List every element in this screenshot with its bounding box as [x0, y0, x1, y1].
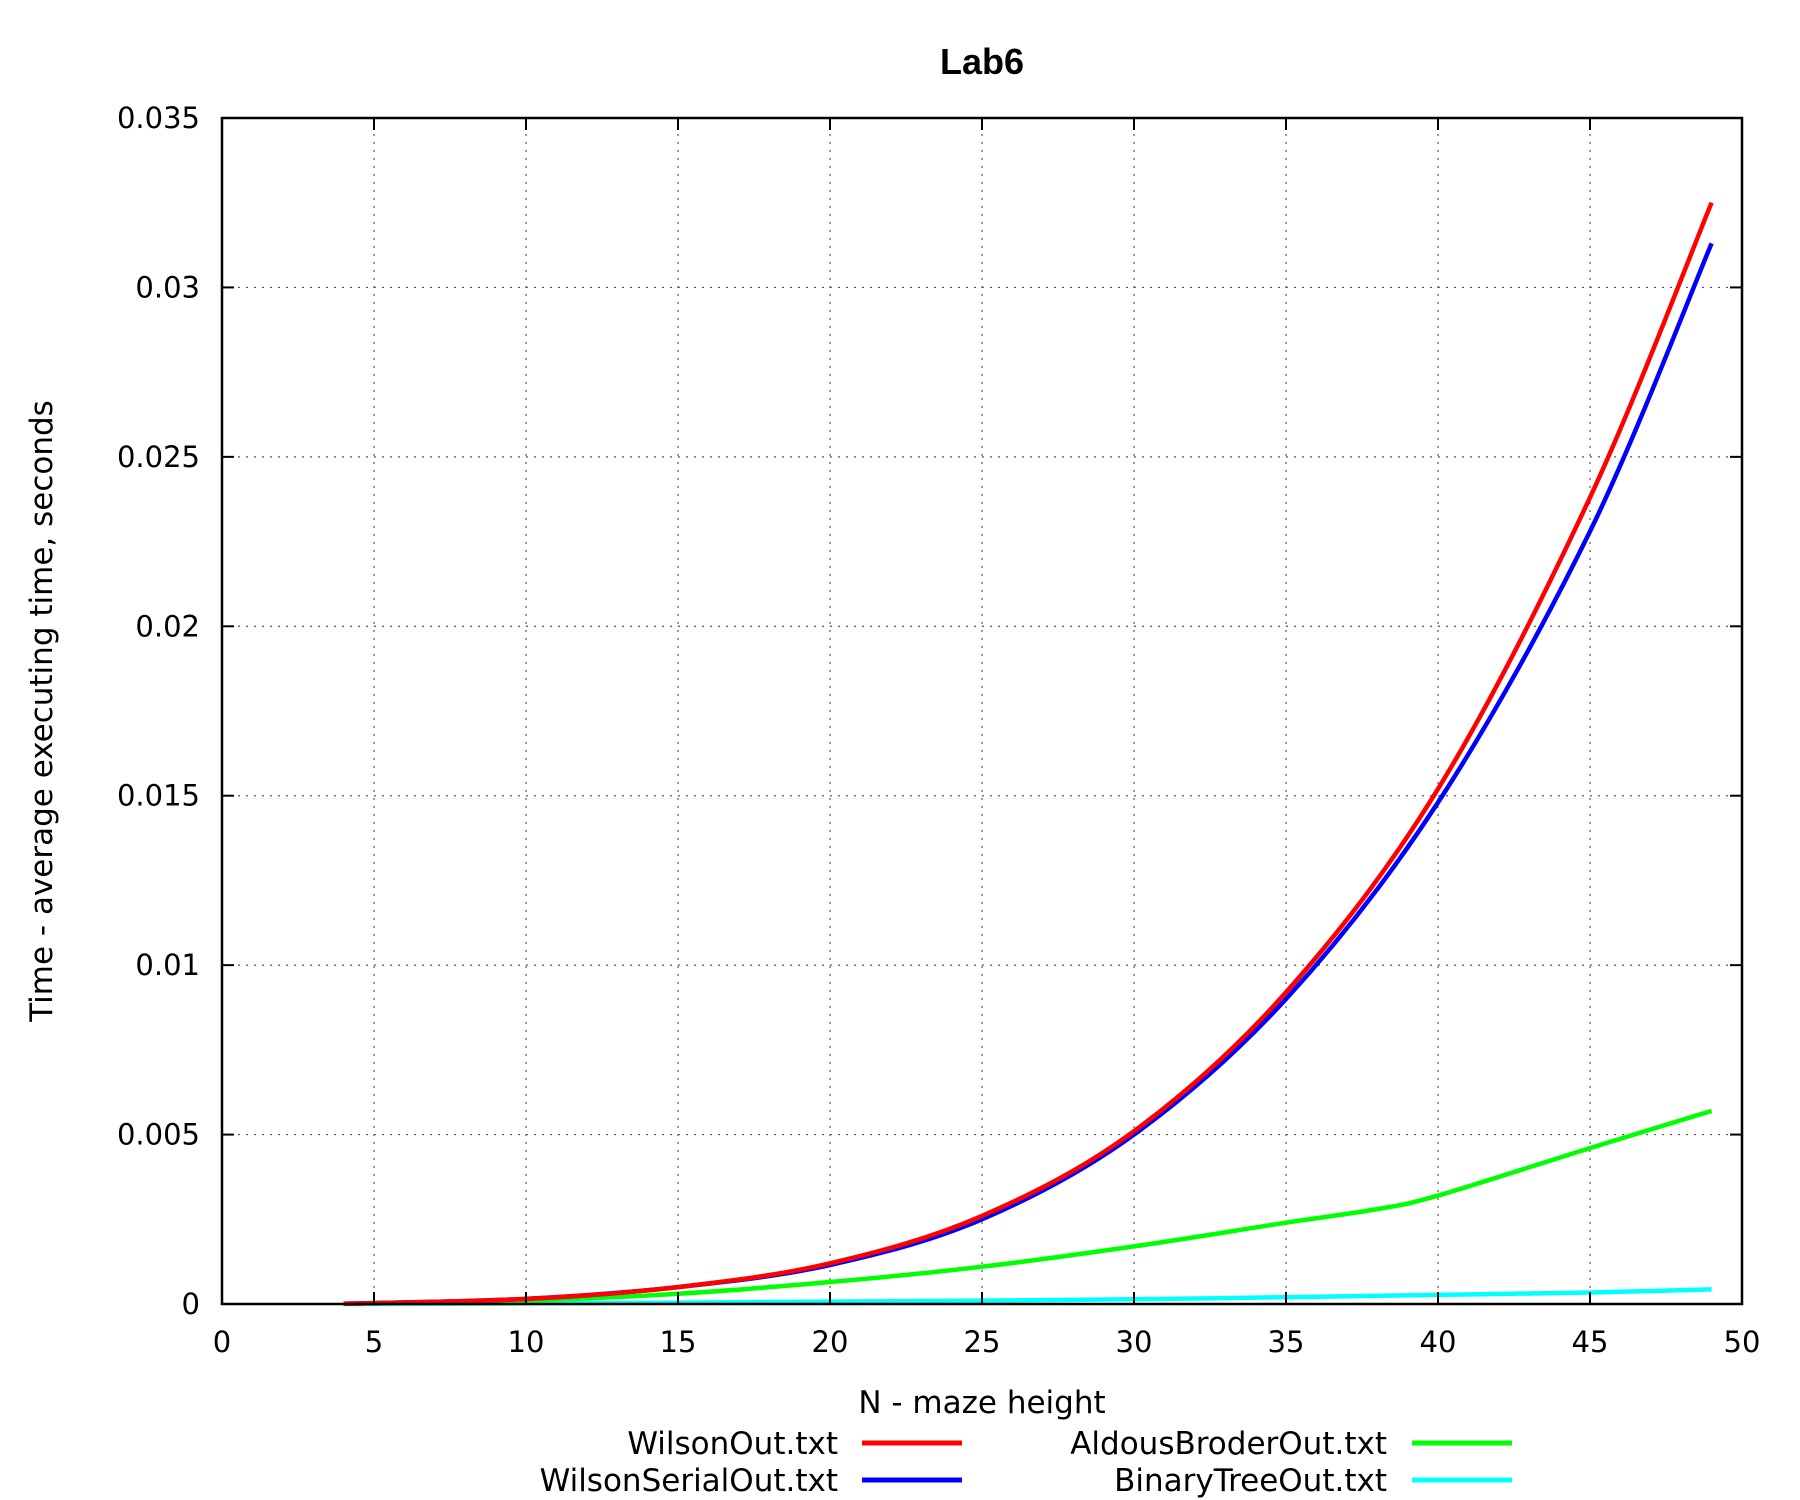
- x-tick-label: 5: [365, 1325, 383, 1359]
- x-tick-label: 50: [1724, 1325, 1761, 1359]
- x-axis-label: N - maze height: [858, 1385, 1105, 1421]
- x-tick-label: 40: [1420, 1325, 1457, 1359]
- legend-label-wilson-out: WilsonOut.txt: [627, 1426, 838, 1462]
- legend-label-binary-tree-out: BinaryTreeOut.txt: [1114, 1463, 1387, 1499]
- x-tick-label: 20: [812, 1325, 849, 1359]
- y-tick-label: 0.01: [135, 948, 200, 982]
- series-line-wilson-serial-out: [343, 242, 1714, 1306]
- y-tick-label: 0.015: [117, 779, 200, 813]
- x-tick-label: 15: [660, 1325, 697, 1359]
- legend-label-wilson-serial-out: WilsonSerialOut.txt: [540, 1463, 838, 1499]
- series-line-wilson-out: [343, 201, 1714, 1306]
- x-tick-label: 0: [213, 1325, 231, 1359]
- y-tick-label: 0: [182, 1287, 200, 1321]
- x-tick-label: 45: [1572, 1325, 1609, 1359]
- legend-label-aldous-broder-out: AldousBroderOut.txt: [1070, 1426, 1387, 1462]
- y-tick-label: 0.03: [135, 270, 200, 304]
- y-tick-label: 0.02: [135, 609, 200, 643]
- axis-ticks: 0 5 10 15 20 25 30 35 40 45 50 0 0.005 0.01 0.015 0.02 0…: [117, 101, 1760, 1359]
- y-tick-label: 0.035: [117, 101, 200, 135]
- x-tick-label: 30: [1116, 1325, 1153, 1359]
- grid: [222, 118, 1742, 1304]
- series-lines: [343, 201, 1714, 1307]
- x-tick-label: 25: [964, 1325, 1001, 1359]
- y-tick-label: 0.005: [117, 1118, 200, 1152]
- x-tick-label: 35: [1268, 1325, 1305, 1359]
- y-axis-label: Time - average executing time, seconds: [24, 400, 60, 1023]
- chart-title: Lab6: [940, 41, 1024, 82]
- y-tick-label: 0.025: [117, 440, 200, 474]
- series-line-aldous-broder-out: [343, 1108, 1713, 1306]
- x-tick-label: 10: [508, 1325, 545, 1359]
